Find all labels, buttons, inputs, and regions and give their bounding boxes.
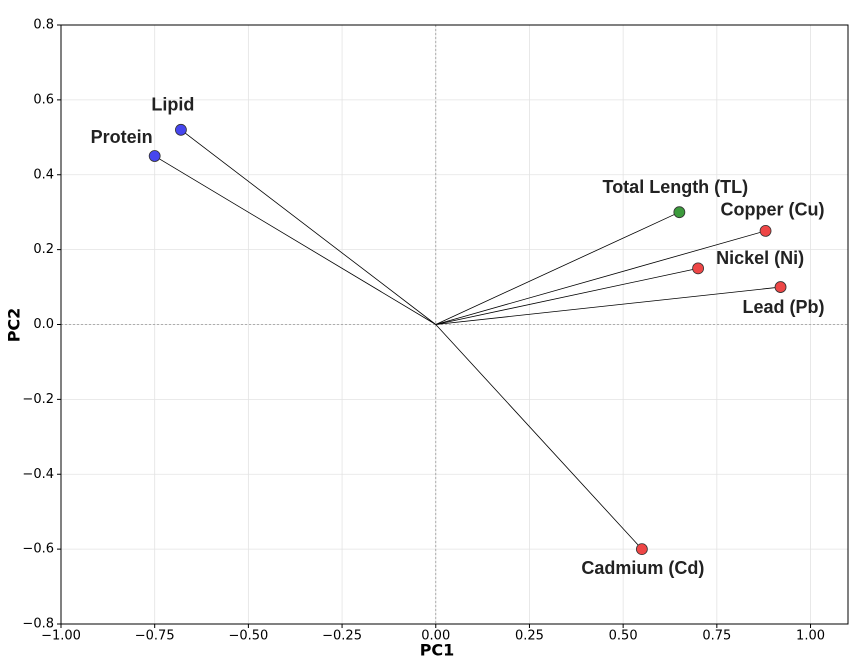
- x-tick-label: −0.50: [228, 629, 268, 644]
- point-label: Lead (Pb): [743, 297, 825, 317]
- point: [635, 543, 648, 556]
- loading-vector: [435, 211, 680, 325]
- y-tick-label: −0.4: [22, 467, 54, 482]
- loading-vector: [435, 230, 766, 325]
- point: [759, 225, 772, 237]
- point: [692, 262, 704, 275]
- point-label: Total Length (TL): [603, 177, 749, 197]
- y-tick-label: −0.6: [22, 542, 54, 557]
- x-tick-label: 1.00: [796, 629, 825, 644]
- x-tick-label: 0.75: [702, 629, 731, 644]
- y-tick-label: 0.2: [33, 242, 54, 257]
- loading-vector: [435, 324, 643, 550]
- plot-frame: [60, 24, 849, 625]
- x-tick-label: −1.00: [41, 629, 81, 644]
- loading-vector: [435, 267, 699, 325]
- point: [673, 206, 686, 219]
- y-tick-label: 0.6: [33, 92, 54, 107]
- y-tick-label: −0.8: [22, 617, 54, 632]
- loading-vector: [180, 129, 437, 325]
- loading-vector: [154, 155, 436, 325]
- point-label: Protein: [91, 127, 153, 147]
- point-label: Copper (Cu): [721, 200, 825, 220]
- point-label: Lipid: [151, 95, 194, 115]
- x-axis-label: PC1: [420, 641, 455, 660]
- y-axis-label: PC2: [5, 308, 24, 343]
- loading-vector: [435, 286, 781, 325]
- y-tick-label: 0.4: [33, 167, 54, 182]
- point: [774, 281, 787, 293]
- point-label: Cadmium (Cd): [581, 558, 704, 578]
- point: [148, 150, 161, 162]
- point: [175, 123, 187, 136]
- x-tick-label: −0.75: [135, 629, 175, 644]
- x-tick-label: 0.25: [515, 629, 544, 644]
- y-tick-label: −0.2: [22, 392, 54, 407]
- x-tick-label: 0.00: [421, 629, 450, 644]
- x-tick-label: −0.25: [322, 629, 362, 644]
- y-tick-label: 0.0: [33, 317, 54, 332]
- point-label: Nickel (Ni): [716, 248, 804, 268]
- x-tick-label: 0.50: [609, 629, 638, 644]
- y-tick-label: 0.8: [33, 18, 54, 33]
